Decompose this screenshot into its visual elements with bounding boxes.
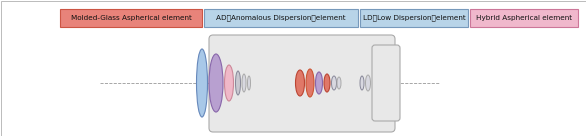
- FancyBboxPatch shape: [372, 45, 400, 121]
- Ellipse shape: [332, 76, 336, 90]
- Ellipse shape: [360, 76, 364, 90]
- FancyBboxPatch shape: [204, 9, 358, 27]
- Ellipse shape: [209, 54, 223, 112]
- FancyBboxPatch shape: [470, 9, 578, 27]
- Ellipse shape: [306, 69, 314, 97]
- Ellipse shape: [295, 70, 305, 96]
- Ellipse shape: [337, 77, 341, 89]
- FancyBboxPatch shape: [360, 9, 468, 27]
- Ellipse shape: [236, 71, 240, 95]
- Text: Hybrid Aspherical element: Hybrid Aspherical element: [476, 15, 572, 21]
- Text: AD（Anomalous Dispersion）element: AD（Anomalous Dispersion）element: [216, 15, 346, 21]
- FancyBboxPatch shape: [209, 35, 395, 132]
- Text: LD（Low Dispersion）element: LD（Low Dispersion）element: [363, 15, 465, 21]
- Ellipse shape: [224, 65, 233, 101]
- Ellipse shape: [366, 75, 370, 91]
- Text: Molded-Glass Aspherical element: Molded-Glass Aspherical element: [70, 15, 192, 21]
- Ellipse shape: [196, 49, 207, 117]
- FancyBboxPatch shape: [60, 9, 202, 27]
- Ellipse shape: [324, 74, 330, 92]
- Ellipse shape: [242, 74, 246, 92]
- Ellipse shape: [247, 76, 250, 90]
- Ellipse shape: [315, 72, 322, 94]
